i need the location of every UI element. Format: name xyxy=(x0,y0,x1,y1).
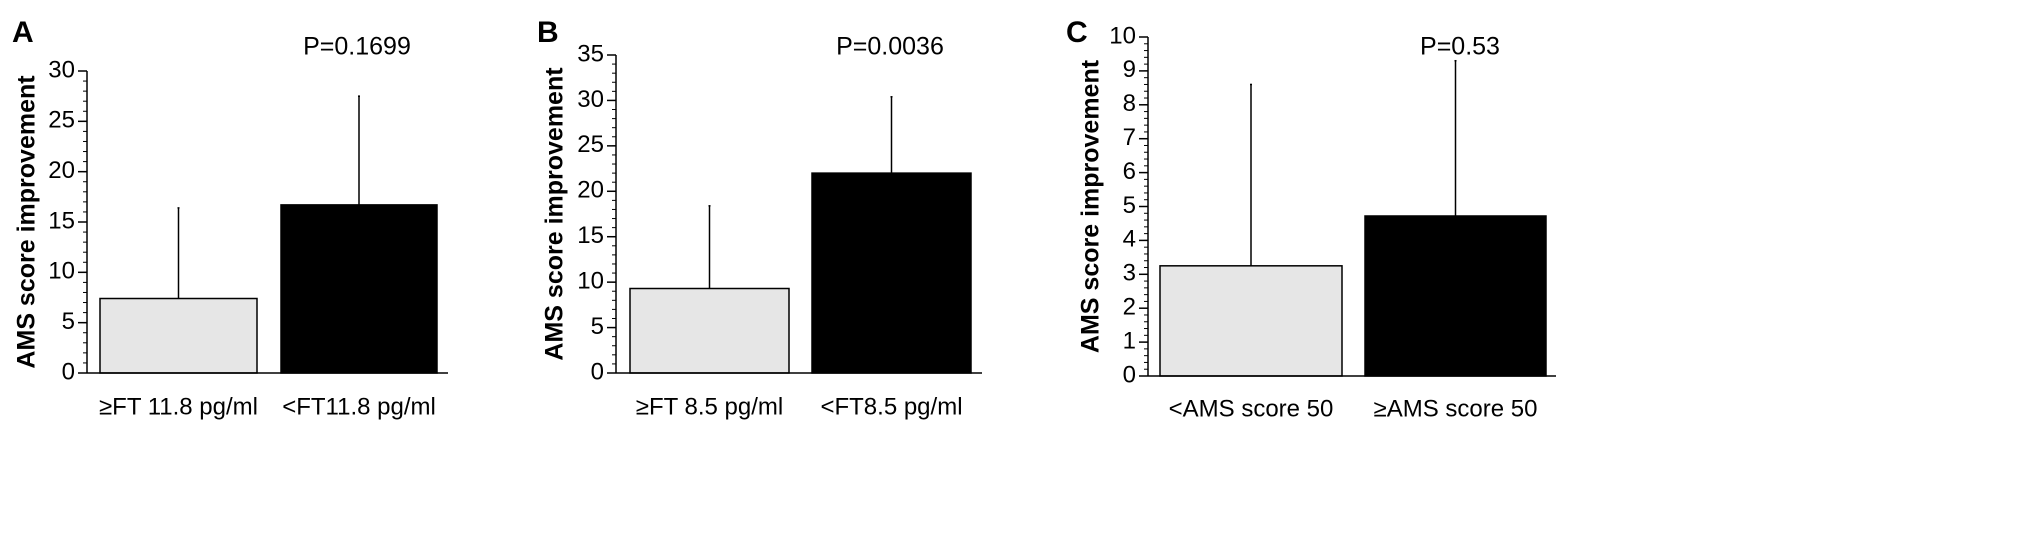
y-tick-label: 25 xyxy=(48,107,75,134)
y-tick-label: 30 xyxy=(577,86,604,113)
y-tick-label: 8 xyxy=(1123,90,1136,117)
bar xyxy=(280,204,438,374)
y-tick-label: 6 xyxy=(1123,158,1136,185)
y-tick-label: 9 xyxy=(1123,56,1136,83)
y-tick-label: 5 xyxy=(591,313,604,340)
p-value-annotation: P=0.0036 xyxy=(836,33,944,61)
y-tick-label: 0 xyxy=(591,358,604,385)
y-tick-label: 20 xyxy=(48,157,75,184)
x-tick-label: <FT8.5 pg/ml xyxy=(820,393,962,420)
y-tick-label: 1 xyxy=(1123,327,1136,354)
bar xyxy=(811,172,972,374)
y-tick-label: 2 xyxy=(1123,294,1136,321)
panel-label: C xyxy=(1066,16,1088,49)
x-tick-label: ≥AMS score 50 xyxy=(1374,395,1538,422)
y-tick-label: 0 xyxy=(62,358,75,385)
y-tick-label: 0 xyxy=(1123,361,1136,388)
y-tick-label: 25 xyxy=(577,131,604,158)
bar xyxy=(1159,265,1343,377)
chart-panel-c: C P=0.53 AMS score improvement <AMS score 5… xyxy=(1066,16,1556,422)
chart-panel-b: B P=0.0036 AMS score improvement ≥FT 8.5 pg… xyxy=(537,16,982,420)
bar xyxy=(99,297,258,374)
x-tick-label: ≥FT 11.8 pg/ml xyxy=(99,393,258,420)
y-tick-label: 10 xyxy=(48,258,75,285)
x-tick-label: <FT11.8 pg/ml xyxy=(282,393,436,420)
y-tick-label: 5 xyxy=(62,308,75,335)
y-tick-label: 10 xyxy=(577,267,604,294)
x-tick-label: <AMS score 50 xyxy=(1169,395,1334,422)
p-value-annotation: P=0.53 xyxy=(1420,33,1500,61)
panel-label: A xyxy=(12,16,34,49)
y-tick-label: 4 xyxy=(1123,226,1136,253)
chart-panel-a: A P=0.1699 AMS score improvement ≥FT 11.8 p… xyxy=(12,16,448,420)
y-tick-label: 35 xyxy=(577,40,604,67)
x-tick-label: ≥FT 8.5 pg/ml xyxy=(636,393,783,420)
p-value-annotation: P=0.1699 xyxy=(303,33,411,61)
y-tick-label: 30 xyxy=(48,56,75,83)
y-axis-label: AMS score improvement xyxy=(13,75,41,369)
bar xyxy=(629,287,790,374)
y-tick-label: 15 xyxy=(48,207,75,234)
y-axis-label: AMS score improvement xyxy=(1077,59,1105,353)
bar xyxy=(1364,215,1547,377)
y-tick-label: 5 xyxy=(1123,192,1136,219)
y-tick-label: 10 xyxy=(1109,22,1136,49)
y-axis-label: AMS score improvement xyxy=(541,67,569,361)
panel-label: B xyxy=(537,16,559,49)
y-tick-label: 3 xyxy=(1123,260,1136,287)
y-tick-label: 7 xyxy=(1123,124,1136,151)
y-tick-label: 15 xyxy=(577,222,604,249)
y-tick-label: 20 xyxy=(577,177,604,204)
